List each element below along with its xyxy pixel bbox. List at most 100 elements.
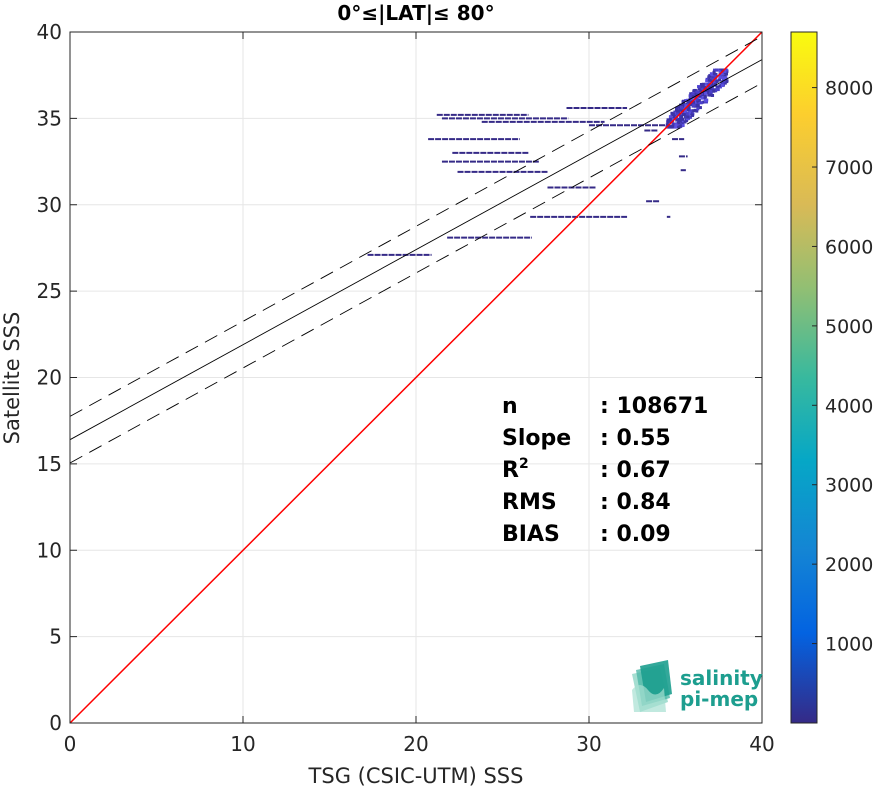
density-cell — [679, 119, 683, 123]
density-cell — [695, 97, 699, 101]
density-cell — [699, 101, 703, 105]
density-cell — [725, 72, 729, 76]
stat-value: : 0.09 — [600, 522, 671, 547]
density-cell — [709, 89, 713, 93]
density-cell — [680, 105, 684, 109]
density-cell — [703, 100, 707, 104]
logo-line-1: salinity — [680, 666, 763, 690]
density-cell — [700, 85, 704, 89]
density-cell — [710, 86, 714, 90]
density-cell — [697, 100, 701, 104]
density-cell — [671, 112, 675, 116]
density-cell — [687, 111, 691, 115]
density-cell — [680, 107, 684, 111]
density-cell — [670, 125, 674, 129]
density-cell — [709, 93, 713, 97]
density-cell — [666, 118, 670, 122]
density-cell — [706, 86, 710, 90]
density-cell — [696, 99, 700, 103]
density-cell — [668, 115, 672, 119]
colorbar — [790, 31, 818, 724]
colorbar-ticks: 1000 2000 3000 4000 5000 6000 7000 8000 — [812, 78, 873, 656]
density-cell — [683, 120, 687, 124]
density-cell — [681, 112, 685, 116]
density-cell — [703, 85, 707, 89]
y-tick-label: 20 — [37, 366, 62, 390]
density-cell — [702, 87, 706, 91]
stat-label: BIAS — [502, 522, 560, 547]
colorbar-tick-label: 6000 — [825, 236, 873, 258]
density-cell — [707, 78, 711, 82]
density-cell — [693, 98, 697, 102]
density-cell — [691, 92, 695, 96]
density-cell — [667, 125, 671, 129]
stats-box: n: 108671 Slope: 0.55 R2: 0.67 RMS: 0.84 BIA… — [502, 394, 708, 547]
density-cell — [707, 93, 711, 97]
density-cell — [701, 96, 705, 100]
density-cell — [712, 81, 716, 85]
density-cell — [689, 92, 693, 96]
density-cell — [699, 82, 703, 86]
density-cell — [691, 100, 695, 104]
density-cell — [692, 103, 696, 107]
density-cell — [680, 115, 684, 119]
density-cell — [722, 77, 726, 81]
stat-label: n — [502, 394, 518, 419]
x-tick-label: 40 — [749, 732, 774, 756]
density-cell — [693, 101, 697, 105]
density-cell — [718, 75, 722, 79]
density-cell — [709, 72, 713, 76]
density-cell — [725, 79, 729, 83]
density-cell — [711, 77, 715, 81]
density-cell — [697, 98, 701, 102]
density-cell — [711, 93, 715, 97]
density-cell — [718, 69, 722, 73]
density-cell — [714, 77, 718, 81]
y-tick-label: 40 — [37, 20, 62, 44]
density-cell — [681, 117, 685, 121]
colorbar-tick-label: 7000 — [825, 157, 873, 179]
x-axis-label: TSG (CSIC-UTM) SSS — [308, 764, 524, 788]
colorbar-tick-label: 8000 — [825, 78, 873, 100]
density-cell — [707, 89, 711, 93]
y-tick-label: 15 — [37, 452, 62, 476]
density-cell — [677, 109, 681, 113]
density-cell — [715, 85, 719, 89]
density-cell — [686, 115, 690, 119]
density-cell — [709, 83, 713, 87]
density-cell — [693, 108, 697, 112]
density-cell — [681, 119, 685, 123]
density-cell — [698, 94, 702, 98]
density-cell — [695, 109, 699, 113]
density-cell — [704, 98, 708, 102]
density-cell — [681, 123, 685, 127]
density-cell — [709, 92, 713, 96]
y-axis-label: Satellite SSS — [0, 312, 24, 445]
density-cell — [675, 106, 679, 110]
density-cell — [703, 96, 707, 100]
density-cell — [677, 105, 681, 109]
density-cell — [668, 117, 672, 121]
density-cell — [686, 101, 690, 105]
density-cell — [697, 85, 701, 89]
salinity-pi-mep-logo: salinity pi-mep — [632, 660, 763, 712]
density-cell — [724, 76, 728, 80]
y-tick-label: 35 — [37, 106, 62, 130]
density-cell — [694, 92, 698, 96]
wave-logo-icon — [632, 660, 672, 712]
density-cell — [692, 109, 696, 113]
density-cell — [685, 112, 689, 116]
density-cell — [665, 123, 669, 127]
density-cell — [698, 106, 702, 110]
density-cell — [677, 121, 681, 125]
density-cell — [666, 120, 670, 124]
stat-label: Slope — [502, 426, 571, 451]
density-cell — [690, 113, 694, 117]
density-cell — [720, 84, 724, 88]
density-cell — [697, 87, 701, 91]
logo-line-2: pi-mep — [680, 687, 758, 711]
density-cell — [714, 89, 718, 93]
density-cell — [680, 121, 684, 125]
density-cell — [696, 107, 700, 111]
